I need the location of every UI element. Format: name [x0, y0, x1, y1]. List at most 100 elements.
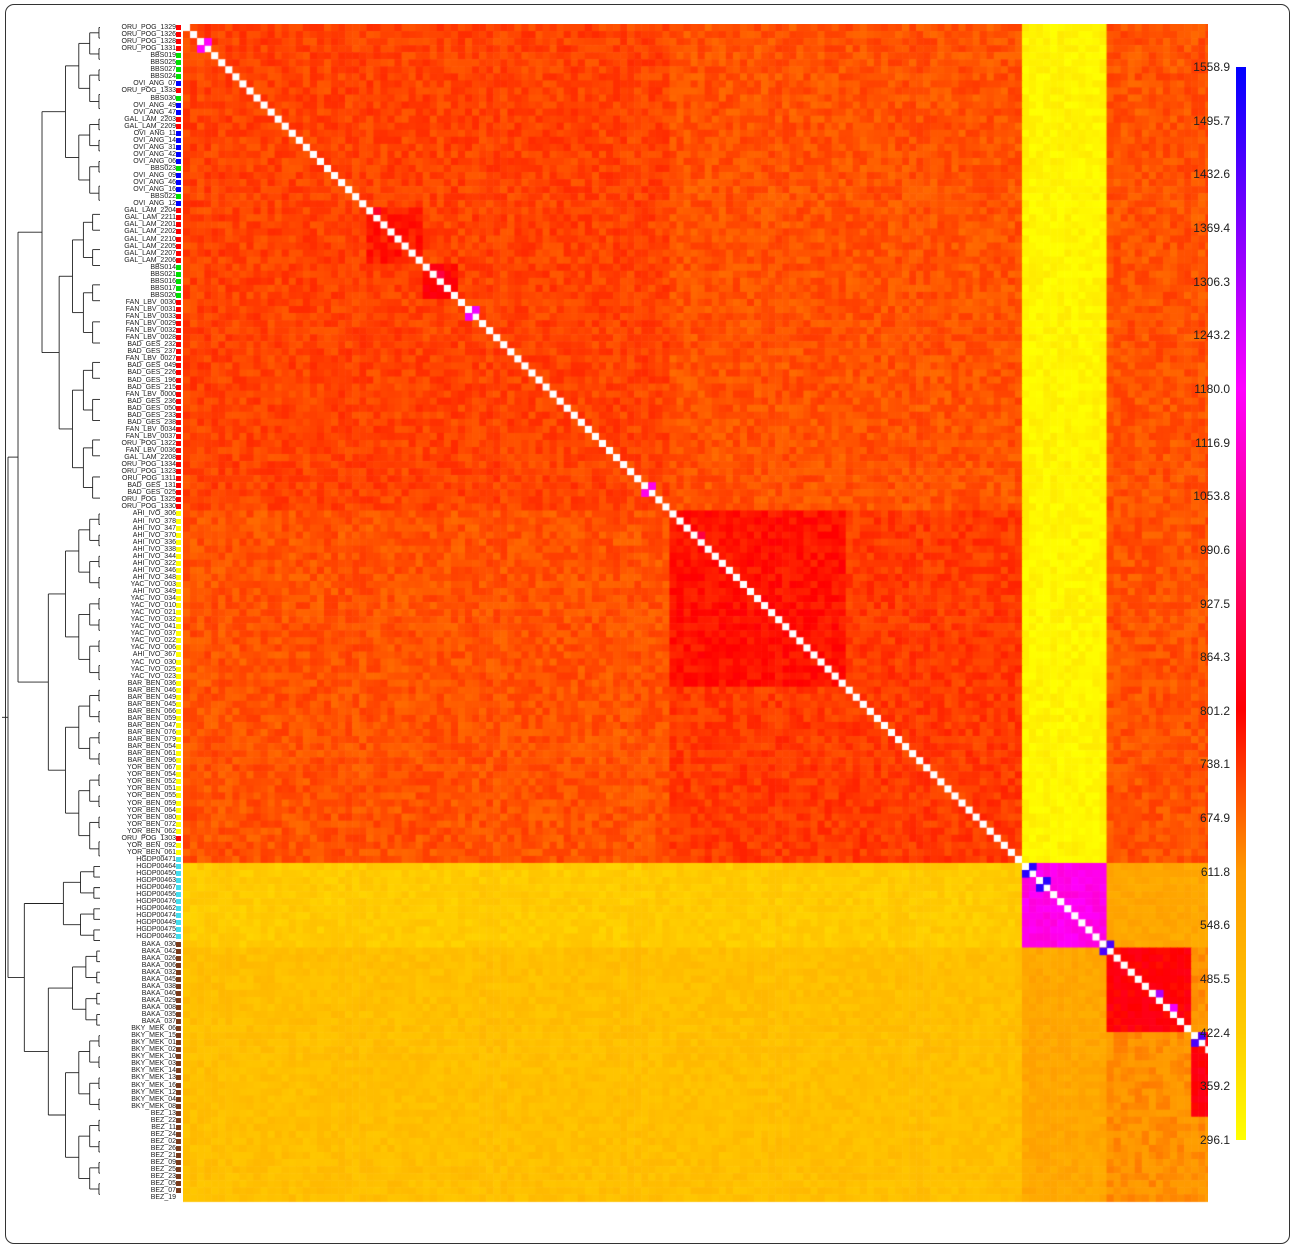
row-label: OVI_ANG_14 [133, 136, 176, 144]
colorbar-tick-label: 1369.4 [1193, 220, 1230, 235]
colorbar-tick-label: 1053.8 [1193, 489, 1230, 504]
row-label: HGDP00449 [136, 919, 176, 927]
population-color-swatch [176, 518, 181, 524]
row-label: BEZ_09 [150, 1159, 176, 1167]
population-color-swatch [176, 913, 181, 919]
population-color-swatch [176, 1019, 181, 1025]
row-label: OVI_ANG_07 [133, 80, 176, 88]
colorbar-tick-label: 1116.9 [1195, 435, 1230, 450]
row-label: ORU_POG_1333 [121, 87, 176, 95]
row-label: FAN_LBV_0032 [125, 327, 176, 335]
row-label: FAN_LBV_0037 [125, 432, 176, 440]
population-color-swatch [176, 81, 181, 87]
row-label: HGDP00474 [136, 912, 176, 920]
row-label: ORU_POG_1330 [121, 503, 176, 511]
population-color-swatch [176, 927, 181, 933]
population-color-swatch [176, 687, 181, 693]
row-label: BBS014 [150, 263, 176, 271]
population-color-swatch [176, 934, 181, 940]
population-color-swatch [176, 1096, 181, 1102]
population-color-swatch [176, 1167, 181, 1173]
population-color-swatch [176, 821, 181, 827]
population-color-swatch [176, 462, 181, 468]
population-color-swatch [176, 856, 181, 862]
population-color-swatch [176, 758, 181, 764]
row-label: HGDP00462 [136, 905, 176, 913]
population-color-swatch [176, 1040, 181, 1046]
row-label: GAL_LAM_2208 [124, 454, 176, 462]
row-label: YOR_BEN_059 [126, 799, 176, 807]
row-label: ORU_POG_1334 [121, 461, 176, 469]
population-color-swatch [176, 624, 181, 630]
row-label: GAL_LAM_2204 [124, 207, 176, 215]
row-label: BKY_MEK_13 [131, 1074, 176, 1082]
population-color-swatch [176, 504, 181, 510]
population-color-swatch [176, 842, 181, 848]
row-label: ORU_POG_1328 [121, 38, 176, 46]
population-color-swatch [176, 173, 181, 179]
row-label: FAN_LBV_0031 [125, 306, 176, 313]
row-label: ORU_POG_1325 [121, 496, 176, 504]
colorbar-tick-label: 611.8 [1200, 864, 1230, 879]
row-label: YOR_BEN_067 [126, 764, 176, 772]
heatmap-grid [183, 24, 1208, 1208]
population-color-swatch [176, 335, 181, 341]
population-color-swatch [176, 490, 181, 496]
population-color-swatch [176, 53, 181, 59]
population-color-swatch [176, 793, 181, 799]
colorbar-tick-label: 801.2 [1199, 703, 1230, 718]
population-color-swatch [176, 1145, 181, 1151]
population-color-swatch [176, 1117, 181, 1123]
row-label: BAKA_035 [141, 1011, 176, 1018]
population-color-swatch [176, 1033, 181, 1039]
row-label: BBS016 [150, 277, 176, 285]
row-label: YAC_IVO_010 [130, 602, 176, 610]
population-color-swatch [176, 546, 181, 552]
row-label: BAD_GES_236 [127, 397, 176, 405]
row-label: AHI_IVO_367 [132, 651, 176, 659]
row-label: FAN_LBV_0029 [125, 320, 176, 328]
row-label: ORU_POG_1331 [121, 45, 176, 53]
row-label: AHI_IVO_347 [132, 524, 176, 532]
row-label: YOR_BEN_080 [126, 813, 176, 821]
population-color-swatch [176, 673, 181, 679]
row-label: BKY_MEK_16 [131, 1081, 176, 1089]
row-label: AHI_IVO_344 [132, 552, 176, 560]
population-color-swatch [176, 370, 181, 376]
row-label: YAC_IVO_037 [130, 630, 176, 638]
row-label: AHI_IVO_336 [132, 538, 176, 546]
population-color-swatch [176, 737, 181, 743]
row-label: BAR_BEN_059 [127, 714, 176, 722]
population-color-swatch [176, 116, 181, 122]
population-color-swatch [176, 271, 181, 277]
row-label: BAD_GES_049 [127, 362, 176, 370]
row-label: ORU_POG_1311 [122, 475, 176, 483]
colorbar-tick-label: 296.1 [1199, 1133, 1230, 1147]
row-dendrogram [2, 27, 100, 1195]
row-label: YAC_IVO_023 [130, 672, 176, 680]
population-color-swatch [176, 638, 181, 644]
population-color-swatch [176, 666, 181, 672]
row-label: BAD_GES_238 [127, 418, 176, 426]
row-label: AHI_IVO_346 [132, 566, 176, 574]
row-label: BAKA_006 [141, 961, 176, 969]
population-color-swatch [176, 920, 181, 926]
row-label: GAL_LAM_2201 [124, 221, 176, 229]
row-label: YOR_BEN_051 [126, 785, 176, 793]
population-color-swatch [176, 878, 181, 884]
row-label: FAN_LBV_0036 [125, 447, 176, 454]
population-color-swatch [176, 229, 181, 235]
row-label: BAD_GES_131 [127, 482, 176, 490]
row-label: OVI_ANG_16 [133, 186, 176, 194]
row-label: ORU_POG_1323 [121, 468, 176, 476]
row-label: FAN_LBV_0027 [125, 355, 176, 363]
population-color-swatch [176, 814, 181, 820]
population-color-swatch [176, 426, 181, 432]
row-label: GAL_LAM_2211 [124, 214, 176, 222]
population-color-swatch [176, 60, 181, 66]
population-color-swatch [176, 730, 181, 735]
population-color-swatch [176, 1061, 181, 1067]
row-label: BEZ_24 [150, 1130, 176, 1138]
population-color-swatch [176, 130, 181, 136]
row-label: BAKA_030 [141, 940, 176, 948]
